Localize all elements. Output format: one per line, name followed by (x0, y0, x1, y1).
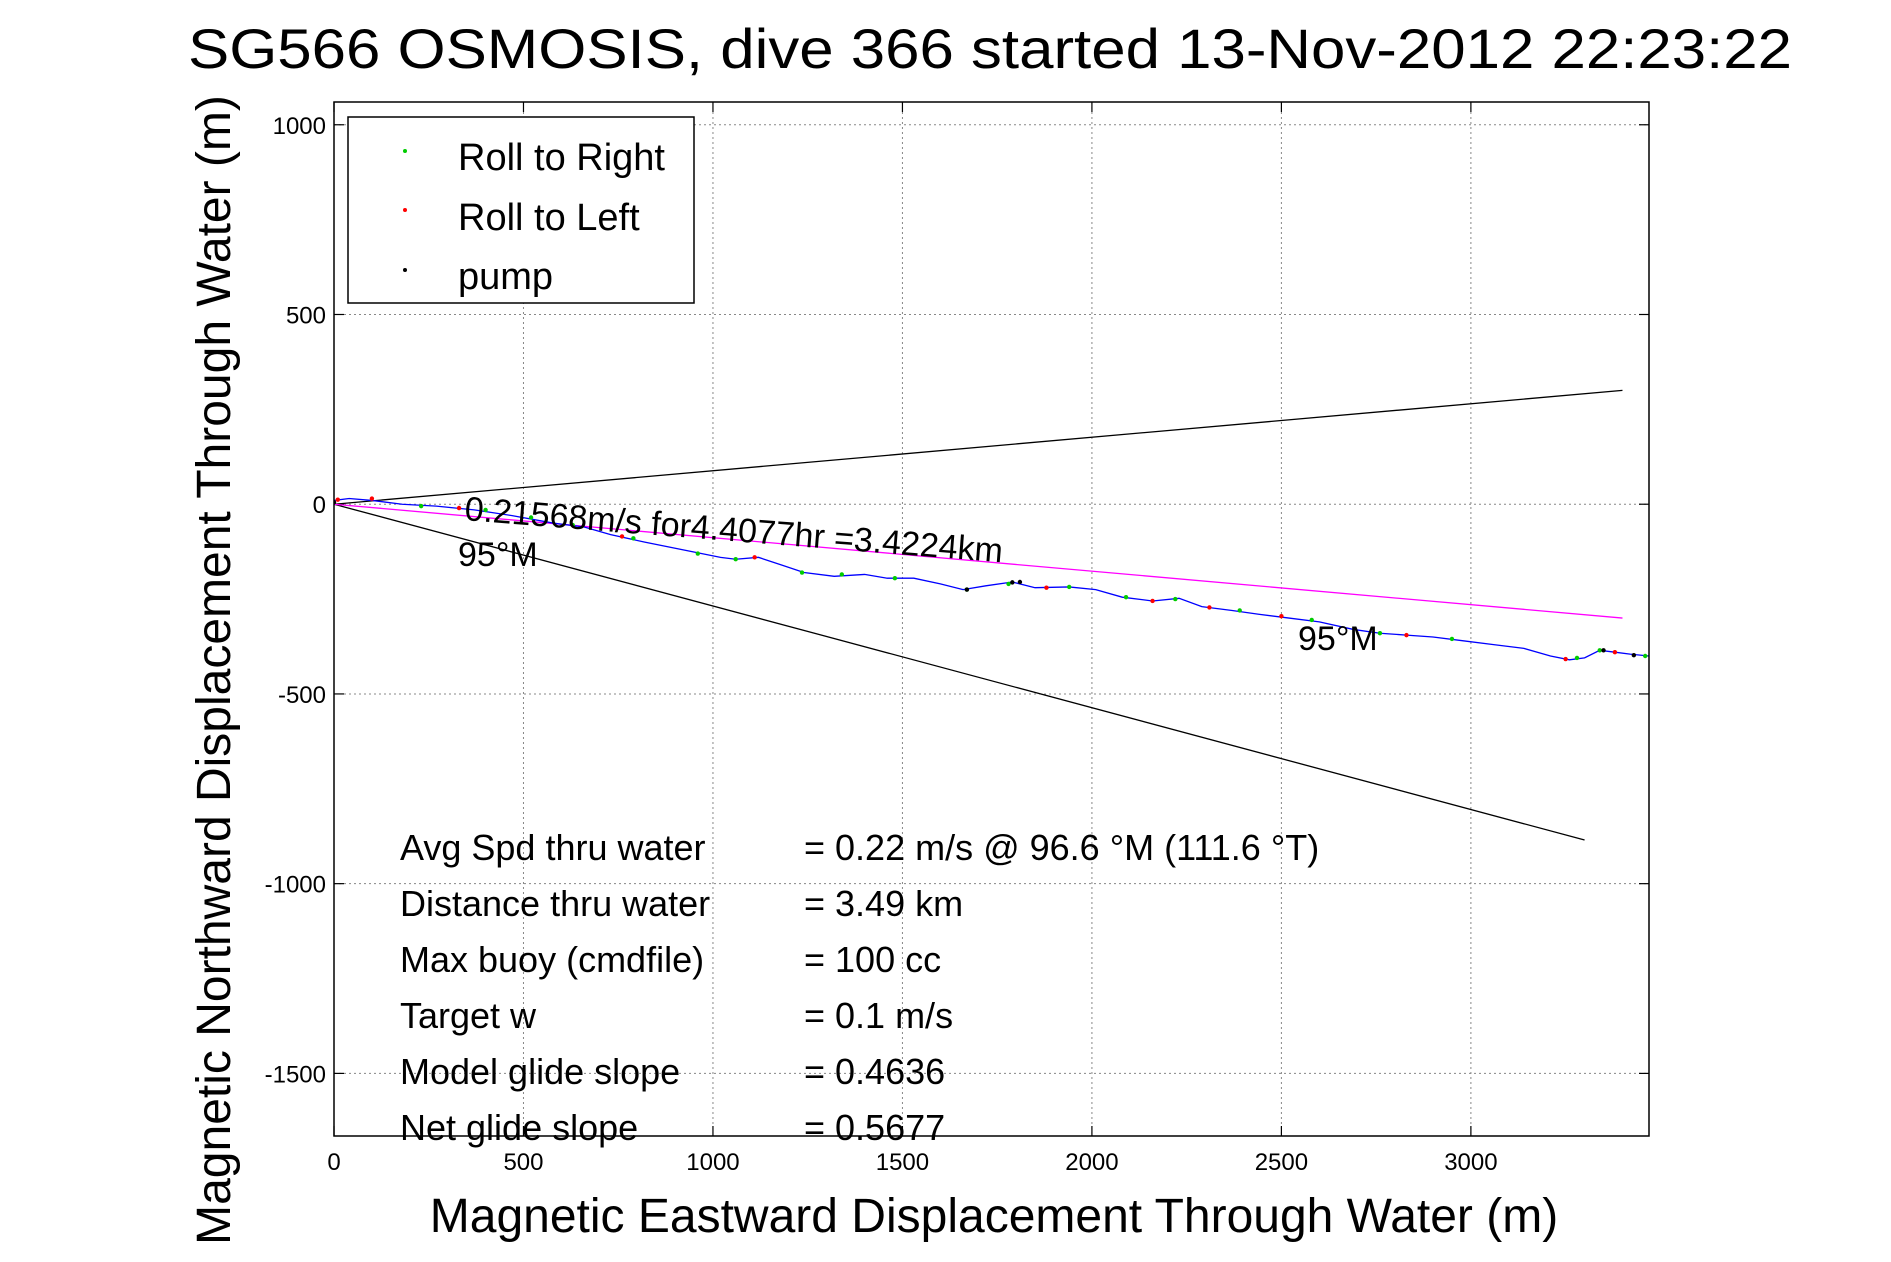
roll-left-marker (1279, 613, 1284, 619)
roll-left-marker (619, 534, 625, 539)
roll-right-marker (1377, 631, 1383, 636)
roll-left-marker (456, 505, 462, 511)
roll-right-marker (1237, 608, 1242, 613)
x-tick-label: 2500 (1255, 1149, 1308, 1176)
x-axis-label: Magnetic Eastward Displacement Through W… (430, 1190, 1558, 1243)
pump-marker (1631, 653, 1637, 658)
roll-left-marker (1044, 585, 1049, 590)
stat-label-avg-speed: Avg Spd thru water (400, 827, 706, 868)
roll-right-marker (528, 515, 534, 520)
y-tick-label: -1000 (265, 872, 326, 899)
roll-right-marker (1123, 594, 1129, 600)
stat-label-target-w: Target w (400, 995, 537, 1036)
track-line (334, 497, 1649, 661)
y-tick-label: -1500 (265, 1061, 326, 1088)
stat-label-net-glide: Net glide slope (400, 1107, 638, 1148)
x-tick-label: 3000 (1444, 1149, 1497, 1176)
stat-value-distance: = 3.49 km (804, 883, 963, 924)
stat-value-net-glide: = 0.5677 (804, 1107, 945, 1148)
roll-right-marker (570, 522, 575, 528)
roll-right-marker (892, 576, 898, 581)
legend-label-roll-right: Roll to Right (458, 137, 665, 179)
pump-marker (1017, 579, 1023, 585)
legend-label-pump: pump (458, 256, 553, 298)
legend-box (347, 116, 695, 304)
roll-right-marker (1449, 636, 1455, 642)
roll-right-marker (483, 507, 488, 513)
stat-label-model-glide: Model glide slope (400, 1051, 680, 1092)
heading-end-annotation: 95°M (1298, 620, 1378, 658)
roll-right-marker (1066, 584, 1072, 590)
roll-left-marker (1207, 605, 1212, 610)
roll-right-marker (631, 536, 636, 541)
roll-right-marker (839, 572, 845, 577)
markers (334, 496, 1648, 662)
roll-left-marker (1612, 650, 1618, 655)
lower-bound-line (334, 503, 1585, 841)
roll-left-marker (1563, 656, 1568, 662)
stat-value-target-w: = 0.1 m/s (804, 995, 953, 1036)
stat-label-max-buoy: Max buoy (cmdfile) (400, 939, 704, 980)
pump-marker (964, 587, 970, 592)
roll-right-marker (1574, 655, 1580, 661)
legend-marker-roll-left (403, 208, 407, 212)
stat-label-distance: Distance thru water (400, 883, 710, 924)
pump-marker (1010, 580, 1015, 585)
legend-marker-roll-right (403, 149, 407, 153)
stat-value-max-buoy: = 100 cc (804, 939, 941, 980)
course-line-line (334, 503, 1623, 619)
roll-right-marker (1173, 596, 1178, 602)
x-tick-label: 1000 (686, 1149, 739, 1176)
pump-marker (1601, 648, 1606, 653)
y-tick-label: 1000 (273, 113, 326, 140)
grid (334, 102, 1649, 1136)
legend: Roll to Right Roll to Left pump (347, 116, 695, 304)
ticks: 0 500 1000 1500 2000 2500 3000 1000 500 0 -500 -100… (265, 102, 1649, 1176)
roll-right-marker (1597, 648, 1602, 653)
stat-value-model-glide: = 0.4636 (804, 1051, 945, 1092)
roll-left-marker (369, 496, 375, 501)
upper-bound-line (334, 389, 1623, 505)
roll-right-marker (799, 570, 805, 575)
y-tick-label: 500 (286, 302, 326, 329)
x-tick-label: 0 (327, 1149, 340, 1176)
y-axis-label: Magnetic Northward Displacement Through … (188, 95, 241, 1245)
x-tick-label: 1500 (876, 1149, 929, 1176)
x-tick-label: 2000 (1065, 1149, 1118, 1176)
x-tick-label: 500 (503, 1149, 543, 1176)
track (334, 497, 1649, 661)
reference-lines (334, 389, 1623, 841)
legend-marker-pump (403, 268, 407, 272)
y-tick-label: -500 (278, 682, 326, 709)
roll-right-marker (733, 557, 738, 562)
roll-right-marker (1006, 581, 1011, 587)
roll-right-marker (1309, 617, 1314, 623)
heading-start-annotation: 95°M (458, 536, 538, 574)
stat-value-avg-speed: = 0.22 m/s @ 96.6 °M (111.6 °T) (804, 827, 1319, 868)
roll-right-marker (695, 551, 701, 556)
stats-block: Avg Spd thru water = 0.22 m/s @ 96.6 °M … (400, 827, 1319, 1148)
roll-left-marker (1404, 632, 1409, 638)
roll-left-marker (335, 497, 340, 502)
roll-right-marker (418, 503, 424, 509)
y-tick-label: 0 (313, 492, 326, 519)
roll-right-marker (1643, 653, 1648, 659)
roll-left-marker (1150, 598, 1155, 604)
roll-left-marker (752, 555, 757, 560)
chart-title: SG566 OSMOSIS, dive 366 started 13-Nov-2… (188, 17, 1792, 80)
plot-frame (333, 101, 1650, 1137)
legend-label-roll-left: Roll to Left (458, 197, 640, 239)
